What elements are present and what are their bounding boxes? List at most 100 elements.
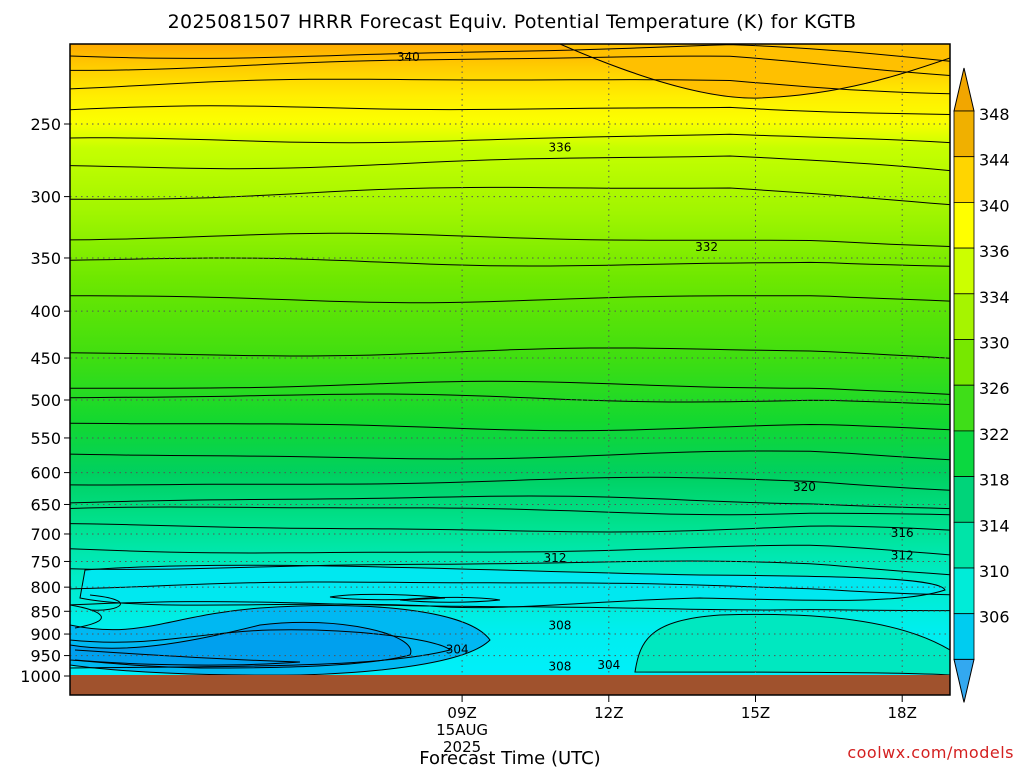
svg-text:312: 312 [891, 549, 914, 563]
y-tick-label: 900 [30, 625, 61, 644]
contour-line [74, 649, 301, 666]
contour-line [70, 186, 950, 206]
sunset-inner [559, 44, 950, 99]
y-tick-label: 350 [30, 249, 61, 268]
y-tick-label: 800 [30, 578, 61, 597]
x-tick-label: 12Z [594, 704, 623, 722]
x-tick-label: 09Z [447, 704, 476, 722]
svg-text:308: 308 [548, 659, 571, 673]
contour-line [70, 601, 950, 612]
credit-text: coolwx.com/models [847, 743, 1014, 762]
contour-line [70, 78, 950, 95]
colorbar-label: 330 [979, 334, 1010, 353]
svg-text:312: 312 [544, 551, 567, 565]
contour-labels: 3403363323323283243203163123123123083043… [397, 50, 914, 673]
x-axis-title: Forecast Time (UTC) [419, 748, 600, 768]
plot-frame [69, 43, 951, 696]
y-tick-label: 700 [30, 525, 61, 544]
contour-label: 332 [695, 240, 718, 254]
colorbar-swatch [953, 567, 975, 615]
contour-line [70, 44, 950, 62]
colorbar-bottom-arrow [953, 658, 975, 703]
contour-line [70, 393, 950, 405]
contour-line [70, 544, 950, 556]
contour-line [70, 380, 950, 395]
colorbar-swatch [953, 247, 975, 295]
x-axis: 09Z15AUG202512Z15Z18Z21Z00Z16AUG [436, 695, 917, 756]
contour-line [70, 257, 950, 267]
y-axis: 250 300 350 400 450 500 550 600 650 700 750 800 850 9… [20, 115, 70, 686]
colorbar-label: 306 [979, 608, 1010, 627]
colorbar-swatch [953, 339, 975, 386]
contour-label: 320 [793, 480, 816, 494]
contour-line [70, 629, 451, 669]
contour-label: 304 [446, 643, 469, 657]
colorbar-label: 322 [979, 425, 1010, 444]
contour-lines [70, 44, 950, 669]
colorbar-swatch [953, 613, 975, 660]
colorbar-swatch [953, 476, 975, 523]
grid-lines [70, 44, 950, 675]
contour-line [70, 476, 950, 491]
contour-label: 340 [397, 50, 420, 64]
colorbar-label: 344 [979, 151, 1010, 170]
contour-line [70, 450, 950, 461]
colorbar-label: 336 [979, 242, 1010, 261]
colorbar-label: 310 [979, 562, 1010, 581]
colorbar-swatch [953, 521, 975, 569]
right-lower-region [634, 613, 950, 676]
contour-line [89, 594, 121, 611]
ground-surface [70, 675, 950, 695]
x-tick-label: 15AUG [436, 721, 488, 739]
svg-text:304: 304 [597, 658, 620, 672]
colorbar-label: 334 [979, 288, 1010, 307]
contour-label: 304 [597, 658, 620, 672]
colorbar-swatch [953, 110, 975, 158]
contour-label: 308 [548, 619, 571, 633]
y-tick-label: 850 [30, 602, 61, 621]
y-tick-label: 400 [30, 302, 61, 321]
y-tick-label: 300 [30, 188, 61, 207]
colorbar-label: 348 [979, 105, 1010, 124]
contour-line [70, 232, 950, 247]
contour-label: 312 [891, 549, 914, 563]
y-tick-label: 750 [30, 552, 61, 571]
y-tick-label: 1000 [20, 667, 61, 686]
low-level-features [70, 44, 950, 676]
contour-label: 308 [548, 659, 571, 673]
x-tick-label: 18Z [888, 704, 917, 722]
contour-line [70, 422, 950, 432]
contour-label: 312 [544, 551, 567, 565]
y-tick-label: 450 [30, 349, 61, 368]
colorbar-label: 318 [979, 471, 1010, 490]
contour-line [70, 506, 950, 516]
svg-text:340: 340 [397, 50, 420, 64]
colorbar: 348 344 340 336 334 330 326 322 318 314 310 306 [953, 67, 1010, 703]
chart-title: 2025081507 HRRR Forecast Equiv. Potentia… [168, 11, 857, 33]
contour-line [70, 55, 950, 76]
contour-line [70, 295, 950, 304]
svg-text:320: 320 [793, 480, 816, 494]
contour-line [70, 604, 102, 629]
contour-line [70, 495, 950, 510]
y-tick-label: 550 [30, 429, 61, 448]
x-tick-label: 2025 [443, 738, 481, 756]
contour-line [70, 523, 950, 533]
colorbar-top-arrow [953, 67, 975, 112]
svg-text:316: 316 [891, 526, 914, 540]
plot-area: 3403363323323283243203163123123123083043… [69, 43, 951, 696]
y-tick-label: 950 [30, 647, 61, 666]
moist-blue-core [70, 621, 412, 669]
contour-line [70, 560, 950, 576]
colorbar-swatch [953, 156, 975, 203]
y-tick-label: 600 [30, 464, 61, 483]
contour-line [70, 155, 950, 172]
colorbar-swatch [953, 384, 975, 432]
svg-text:332: 332 [695, 240, 718, 254]
y-tick-label: 650 [30, 495, 61, 514]
x-tick-label: 15Z [741, 704, 770, 722]
y-tick-label: 250 [30, 115, 61, 134]
colorbar-label: 340 [979, 196, 1010, 215]
